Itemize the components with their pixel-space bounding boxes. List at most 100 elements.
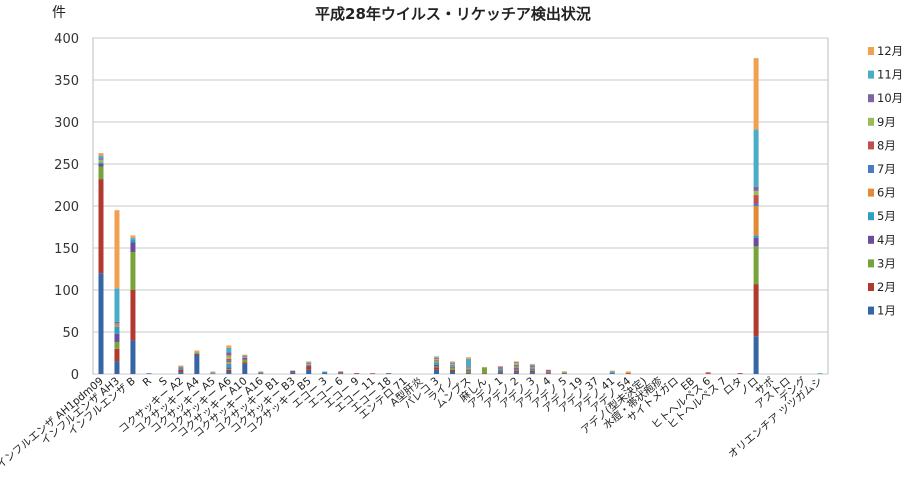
bar-segment [226,360,232,363]
bar-segment [450,362,456,364]
bar-segment [434,366,440,368]
bar-segment [513,367,519,369]
legend-swatch [868,306,874,315]
bar-segment [529,368,535,369]
bar-segment [513,363,519,365]
bar-segment [513,372,519,374]
bar-segment [529,365,535,367]
bar-segment [354,373,360,374]
bar-segment [242,354,248,356]
legend-swatch [868,283,874,291]
bar-segment [753,284,759,337]
bar-segment [98,273,104,374]
bar-segment [242,356,248,358]
bar-segment [434,362,440,365]
bar-segment [242,359,248,363]
bar-segment [529,364,535,366]
bar-segment [98,162,104,164]
bar-segment [434,369,440,374]
bar-segment [290,370,296,372]
bar-segment [210,372,216,374]
bar-segment [450,366,456,368]
bar-segment [817,373,823,374]
bar-segment [306,364,312,366]
bar-segment [98,158,104,160]
bar-segment [306,363,312,365]
bar-segment [465,373,471,374]
bar-segment [226,368,232,370]
bar-segment [98,155,104,159]
bar-segment [450,361,456,363]
bar-segment [513,370,519,373]
bar-segment [753,203,759,206]
bar-segment [114,333,120,343]
bar-segment [465,358,471,366]
bar-segment [194,353,200,354]
bar-segment [434,358,440,359]
bar-segment [226,363,232,368]
bar-segment [450,367,456,369]
bar-segment [130,340,136,374]
bar-segment [609,372,615,374]
bar-segment [545,370,551,372]
bar-segment [561,373,567,374]
bar-segment [705,372,711,374]
bar-segment [434,364,440,367]
bar-segment [625,372,631,374]
legend-swatch [868,235,874,244]
bar-segment [753,246,759,285]
bar-segment [306,369,312,374]
y-tick-label: 200 [54,200,79,215]
chart-title: 平成28年ウイルス・リケッチア検出状況 [315,5,591,23]
bar-segment [434,357,440,359]
bar-segment [258,372,264,374]
x-tick-label: R [141,375,154,389]
legend-swatch [868,141,874,150]
bar-segment [609,371,615,373]
bar-segment [434,360,440,363]
bar-segment [465,366,471,368]
bar-segment [434,359,440,361]
bar-segment [497,372,503,374]
bar-segment [130,252,136,290]
legend-swatch [868,165,874,173]
bar-segment [322,372,328,374]
legend-label: 8月 [877,138,896,152]
bar-segment [450,363,456,365]
bar-segment [194,350,200,353]
bar-segment [465,367,471,369]
bar-segment [450,371,456,374]
bar-segment [130,242,136,253]
bar-segment [529,372,535,374]
bar-segment [114,361,120,374]
bar-segment [178,365,184,367]
bar-segment [513,369,519,371]
bar-segment [434,367,440,370]
bar-segment [178,366,184,368]
bar-segment [226,371,232,374]
legend-swatch [868,188,874,197]
bar-segment [386,373,392,374]
bar-segment [545,373,551,374]
bar-segment [625,373,631,374]
bar-segment [178,368,184,370]
bar-segment [513,364,519,366]
bar-segment [513,361,519,363]
y-tick-label: 50 [62,326,79,341]
bar-segment [114,342,120,349]
y-tick-label: 150 [54,242,79,257]
bar-segment [242,355,248,357]
y-tick-label: 250 [54,158,79,173]
y-tick-label: 300 [54,116,79,131]
bar-segment [737,373,743,374]
bar-segment [194,353,200,356]
y-tick-label: 350 [54,74,79,89]
bar-segment [114,326,120,334]
bar-segment [434,356,440,358]
bar-segment [753,336,759,374]
bar-segment [130,290,136,341]
bar-segment [338,372,344,374]
y-tick-label: 400 [54,32,79,47]
bar-segment [210,373,216,374]
